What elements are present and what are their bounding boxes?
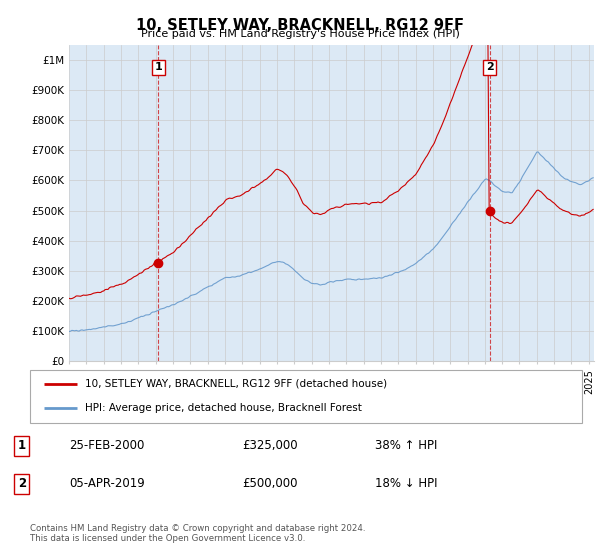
Text: 05-APR-2019: 05-APR-2019 (70, 477, 145, 490)
Text: HPI: Average price, detached house, Bracknell Forest: HPI: Average price, detached house, Brac… (85, 403, 362, 413)
Text: 2: 2 (18, 477, 26, 490)
Text: 2: 2 (485, 62, 493, 72)
Text: 10, SETLEY WAY, BRACKNELL, RG12 9FF: 10, SETLEY WAY, BRACKNELL, RG12 9FF (136, 18, 464, 33)
Text: Price paid vs. HM Land Registry's House Price Index (HPI): Price paid vs. HM Land Registry's House … (140, 29, 460, 39)
Text: 25-FEB-2000: 25-FEB-2000 (70, 439, 145, 452)
Text: 1: 1 (154, 62, 162, 72)
Text: 38% ↑ HPI: 38% ↑ HPI (375, 439, 437, 452)
Text: 1: 1 (18, 439, 26, 452)
Text: 18% ↓ HPI: 18% ↓ HPI (375, 477, 437, 490)
Text: £500,000: £500,000 (242, 477, 298, 490)
Text: Contains HM Land Registry data © Crown copyright and database right 2024.
This d: Contains HM Land Registry data © Crown c… (30, 524, 365, 543)
Text: 10, SETLEY WAY, BRACKNELL, RG12 9FF (detached house): 10, SETLEY WAY, BRACKNELL, RG12 9FF (det… (85, 379, 388, 389)
FancyBboxPatch shape (30, 370, 582, 423)
Text: £325,000: £325,000 (242, 439, 298, 452)
